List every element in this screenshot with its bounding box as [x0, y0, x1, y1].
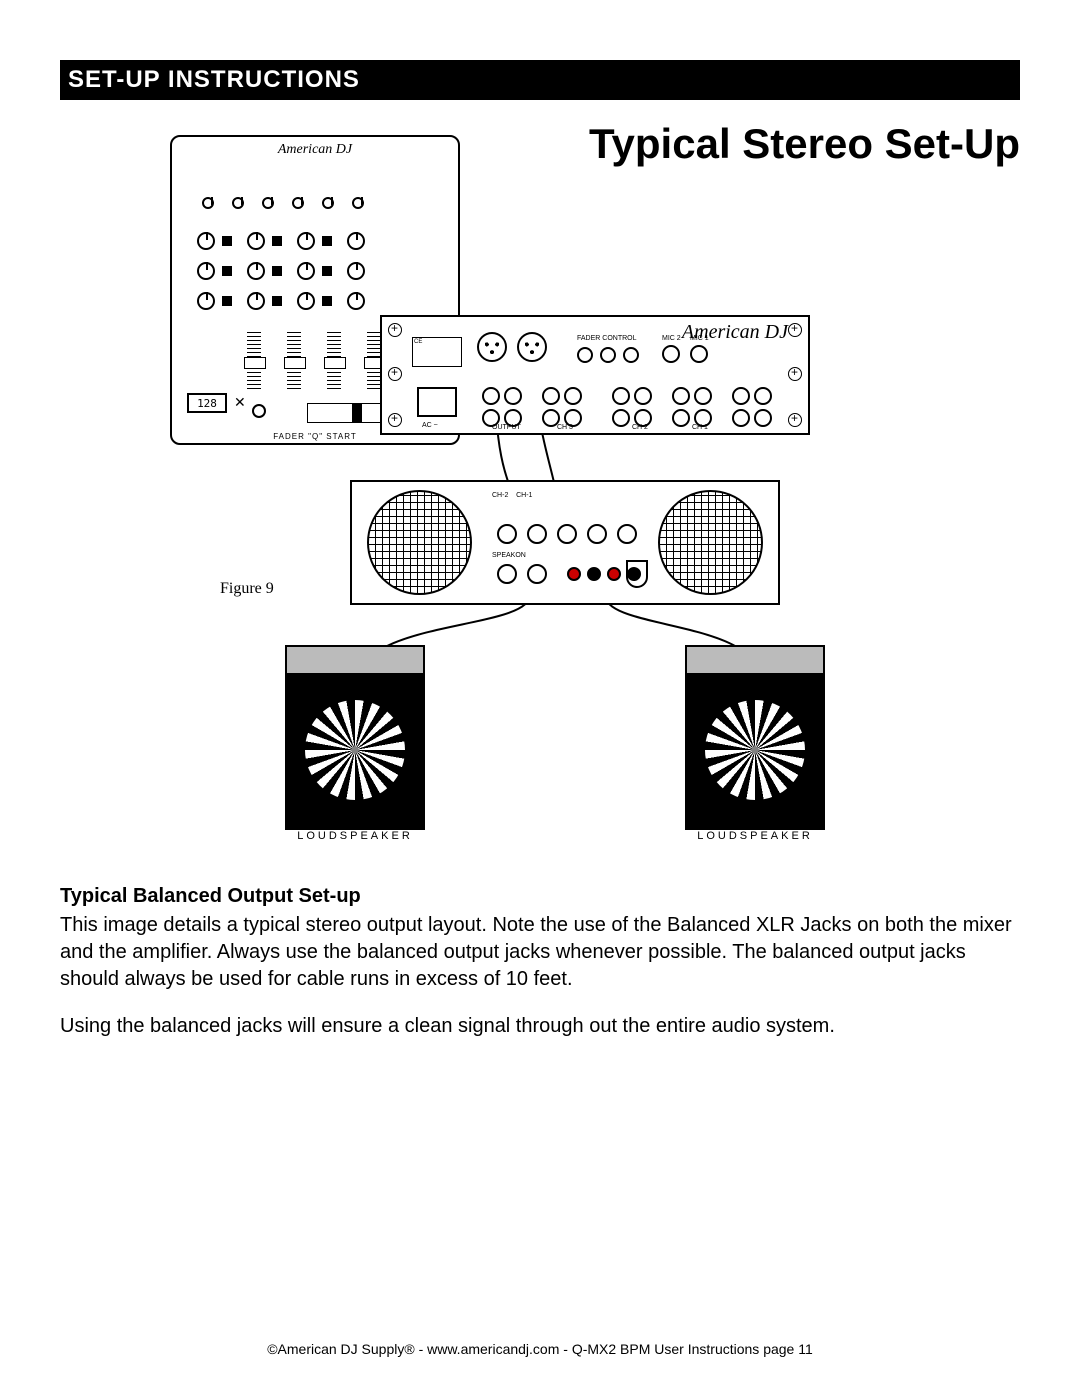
fan-grille-left	[367, 490, 472, 595]
loudspeaker-left: LOUDSPEAKER	[285, 645, 425, 842]
page-footer: ©American DJ Supply® - www.americandj.co…	[0, 1341, 1080, 1357]
setup-diagram: Typical Stereo Set-Up Figure 9 American …	[60, 120, 1020, 865]
mixer-brand: American DJ	[172, 142, 458, 158]
xlr-out-l	[477, 332, 507, 362]
body-paragraph-1: This image details a typical stereo outp…	[60, 912, 1020, 993]
section-header: SET-UP INSTRUCTIONS	[60, 60, 1020, 100]
body-heading: Typical Balanced Output Set-up	[60, 885, 1020, 908]
speaker-label-left: LOUDSPEAKER	[285, 830, 425, 842]
loudspeaker-right: LOUDSPEAKER	[685, 645, 825, 842]
bpm-display: 128	[187, 393, 227, 413]
power-amplifier: CH-2 CH-1 SPEAKON	[350, 480, 780, 605]
fan-grille-right	[658, 490, 763, 595]
speaker-label-right: LOUDSPEAKER	[685, 830, 825, 842]
xlr-out-r	[517, 332, 547, 362]
diagram-title: Typical Stereo Set-Up	[589, 120, 1020, 168]
figure-label: Figure 9	[220, 580, 274, 598]
body-paragraph-2: Using the balanced jacks will ensure a c…	[60, 1013, 1020, 1040]
mixer-rear-panel: American DJ FADER CONTROL MIC 2 MIC 1 OU…	[380, 315, 810, 435]
close-icon: ✕	[234, 394, 246, 411]
